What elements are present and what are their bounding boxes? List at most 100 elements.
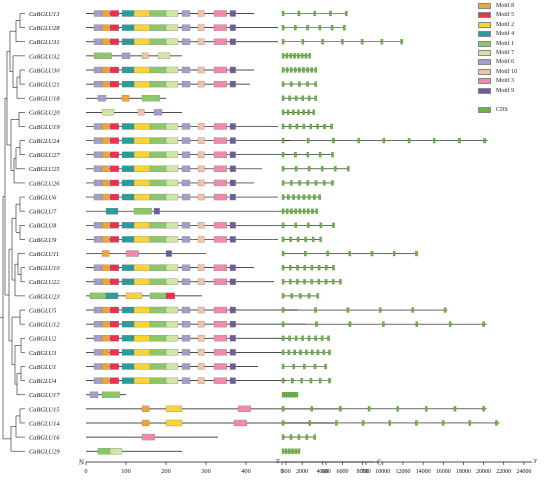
cds-exon <box>313 434 316 440</box>
gene-name: CaBGLU7 <box>29 209 57 216</box>
gene-name: CaBGLU5 <box>29 307 56 314</box>
cds-exon <box>313 194 316 200</box>
gene-axis-tick-label: 4000 <box>316 469 328 475</box>
motif-box <box>93 179 103 187</box>
motif-box <box>213 320 227 328</box>
cds-exon <box>281 208 285 214</box>
motif-box <box>229 10 236 17</box>
motif-box <box>101 363 110 370</box>
motif-box <box>213 137 227 144</box>
motif-box <box>165 66 179 74</box>
motif-box <box>105 292 119 300</box>
motif-box <box>93 222 103 229</box>
motif-box <box>109 363 119 370</box>
motif-box <box>153 208 160 215</box>
motif-box <box>133 165 151 172</box>
protein-axis-tick-label: 0 <box>84 468 87 475</box>
legend-label: Motif 2 <box>496 21 515 28</box>
motif-box <box>213 278 227 285</box>
motif-box <box>121 80 135 88</box>
gene-name: CaBGLU2 <box>29 336 57 343</box>
motif-box <box>149 10 168 17</box>
motif-box <box>165 38 179 45</box>
motif-box <box>121 320 135 328</box>
cds-exon <box>425 406 428 412</box>
cds-exon <box>288 95 291 101</box>
motif-box <box>149 179 168 187</box>
cds-exon <box>348 250 352 257</box>
legend-item: Motif 7 <box>478 49 548 58</box>
cds-exon <box>288 392 292 398</box>
motif-box <box>197 80 205 88</box>
gene-name: CaBGLU1 <box>29 364 56 371</box>
cds-exon <box>348 321 352 327</box>
cds-exon <box>281 222 285 228</box>
motif-box <box>101 66 110 74</box>
gene-name: CaBGLU24 <box>29 138 60 145</box>
motif-box <box>229 222 236 229</box>
cds-exon <box>281 434 285 440</box>
motif-box <box>213 349 227 356</box>
cds-exon <box>346 307 350 313</box>
motif-box <box>121 363 135 370</box>
gene-name: CaBGLU27 <box>29 152 60 159</box>
cds-exon <box>303 265 306 271</box>
motif-box <box>213 306 227 314</box>
motif-box <box>181 66 191 74</box>
cds-exon <box>304 250 307 257</box>
motif-box <box>137 109 145 116</box>
motif-box <box>229 137 236 144</box>
motif-box <box>109 24 119 31</box>
cds-exon <box>298 180 301 186</box>
legend-swatch <box>478 31 491 38</box>
cds-exon <box>380 39 384 45</box>
cds-exon <box>289 236 292 243</box>
legend-swatch <box>478 87 491 94</box>
motif-box <box>141 419 150 427</box>
gene-name: CaBGLU22 <box>29 279 60 286</box>
motif-box <box>229 66 236 74</box>
cds-exon <box>307 194 311 200</box>
motif-box <box>109 448 123 455</box>
motif-box <box>101 38 110 45</box>
motif-box <box>181 335 191 342</box>
motif-box <box>181 306 191 314</box>
cds-exon <box>318 377 322 384</box>
cds-exon <box>316 349 320 356</box>
motif-box <box>197 349 205 356</box>
motif-box <box>197 179 205 187</box>
legend-swatch <box>478 106 491 113</box>
motif-box <box>97 95 107 102</box>
motif-box <box>181 236 191 243</box>
cds-exon <box>339 406 342 412</box>
gene-axis-tick-label: 6000 <box>336 469 348 475</box>
motif-box <box>149 278 168 285</box>
cds-exon <box>453 406 457 412</box>
cds-exon <box>319 222 323 228</box>
cds-exon <box>323 180 326 186</box>
motif-box <box>229 363 236 370</box>
motif-box <box>121 377 135 384</box>
legend-item: Motif 5 <box>478 11 548 20</box>
gene-axis-end-label: 3' <box>533 458 537 465</box>
motif-box <box>121 278 135 285</box>
motif-box <box>229 306 236 314</box>
cds-exon <box>326 250 329 257</box>
motif-box <box>133 222 151 229</box>
motif-box <box>165 377 179 384</box>
cds-exon <box>286 109 290 115</box>
cds-exon <box>301 95 304 101</box>
legend-swatch <box>478 49 491 56</box>
cds-exon <box>407 137 411 144</box>
cds-exon <box>310 279 313 285</box>
cds-exon <box>287 349 291 356</box>
motif-box <box>133 335 151 342</box>
cds-exon <box>300 53 304 59</box>
cds-exon <box>298 67 301 73</box>
cds-exon <box>289 279 292 285</box>
gene-axis-tick-label: 16000 <box>436 469 451 475</box>
motif-box <box>149 377 168 384</box>
motif-box <box>181 222 191 229</box>
cds-exon <box>297 53 300 59</box>
cds-exon <box>415 420 418 426</box>
